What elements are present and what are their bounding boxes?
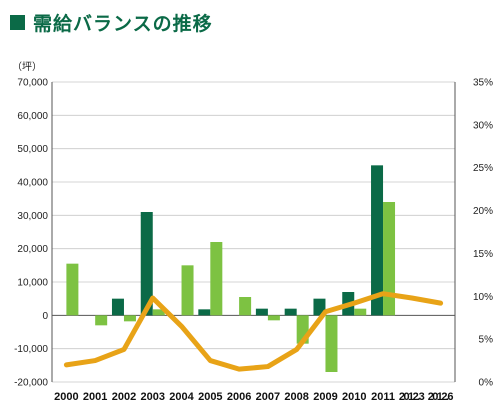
bar-dark-green — [371, 165, 384, 316]
bar-light-green — [239, 297, 252, 316]
bar-dark-green — [198, 309, 211, 316]
x-tick-label: 2000 — [54, 391, 78, 403]
y-left-tick-label: 40,000 — [17, 178, 48, 189]
bars — [66, 165, 396, 372]
x-tick-label: 2002 — [112, 391, 136, 403]
y-axis-unit-label: （坪） — [12, 60, 42, 73]
bar-light-green — [383, 202, 396, 316]
x-tick-label: 2004 — [169, 391, 194, 403]
y-right-tick-label: 0% — [479, 378, 494, 389]
x-tick-label: 2011 — [371, 391, 395, 403]
line-series — [63, 291, 444, 372]
bar-light-green — [123, 315, 136, 322]
chart-title-block: 需給バランスの推移 — [10, 10, 213, 35]
y-right-tick-label: 30% — [473, 120, 493, 131]
bar-light-green — [95, 315, 108, 326]
y-right-tick-label: 10% — [473, 292, 493, 303]
y-right-tick-label: 35% — [473, 78, 493, 89]
bar-dark-green — [313, 298, 326, 316]
y-left-tick-label: 70,000 — [17, 78, 48, 89]
y-right-tick-label: 15% — [473, 249, 493, 260]
y-right-tick-label: 5% — [479, 335, 494, 346]
x-tick-label: 2006 — [227, 391, 251, 403]
y-left-tick-label: -10,000 — [14, 344, 48, 355]
y-left-tick-label: 20,000 — [17, 244, 48, 255]
bar-light-green — [354, 308, 367, 316]
bar-light-green — [66, 263, 79, 316]
y-left-tick-label: -20,000 — [14, 378, 48, 389]
y-left-tick-label: 60,000 — [17, 111, 48, 122]
x-tick-label: 2007 — [256, 391, 280, 403]
bar-light-green — [210, 242, 223, 316]
y-right-tick-label: 20% — [473, 206, 493, 217]
x-tick-label: 2001 — [83, 391, 107, 403]
x-tick-label: 2012.3 — [399, 391, 425, 403]
axes: -20,000 -10,000 0 10,000 20,000 30,000 40,000 5… — [14, 78, 493, 404]
bar-dark-green — [111, 298, 124, 316]
x-tick-label: 2012.6 — [428, 391, 454, 403]
bar-dark-green — [140, 212, 153, 316]
x-tick-label: 2005 — [198, 391, 222, 403]
y-left-tick-label: 50,000 — [17, 144, 48, 155]
title-square-icon — [10, 14, 25, 30]
x-tick-label: 2009 — [313, 391, 337, 403]
bar-dark-green — [284, 308, 297, 316]
bar-light-green — [325, 315, 338, 372]
chart-title: 需給バランスの推移 — [33, 13, 213, 35]
x-tick-label: 2008 — [284, 391, 308, 403]
y-left-tick-label: 0 — [42, 311, 48, 322]
bar-light-green — [267, 315, 280, 321]
y-left-tick-label: 10,000 — [17, 278, 48, 289]
x-tick-label: 2010 — [342, 391, 366, 403]
bar-dark-green — [255, 308, 268, 316]
y-left-tick-label: 30,000 — [17, 211, 48, 222]
bar-light-green — [181, 265, 194, 316]
x-tick-label: 2003 — [141, 391, 165, 403]
bar-light-green — [152, 309, 165, 316]
line-series-path — [63, 291, 444, 372]
y-right-tick-label: 25% — [473, 163, 493, 174]
